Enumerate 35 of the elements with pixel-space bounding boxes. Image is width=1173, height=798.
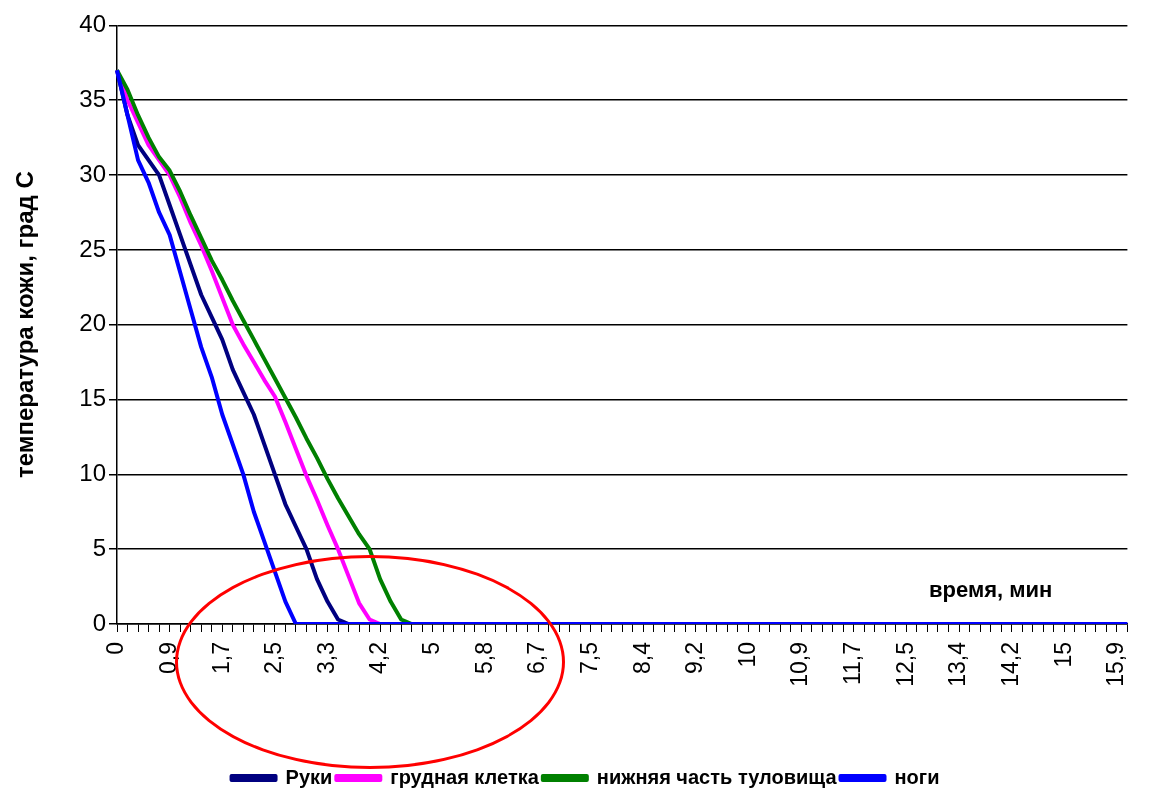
x-tick-label: 15 — [1049, 642, 1076, 668]
x-tick-label: 8,4 — [628, 641, 655, 674]
legend-label: Руки — [285, 765, 333, 788]
x-tick-label: 2,5 — [260, 642, 287, 674]
y-tick-label: 25 — [79, 234, 106, 262]
x-tick-label: 3,3 — [312, 642, 339, 674]
legend-label: грудная клетка — [390, 765, 540, 788]
x-tick-label: 5 — [418, 642, 445, 655]
x-tick-label: 0,9 — [154, 642, 181, 674]
x-tick-label: 14,2 — [996, 642, 1023, 687]
y-tick-label: 5 — [92, 533, 106, 561]
legend-label: ноги — [894, 765, 940, 788]
x-tick-label: 10,9 — [786, 642, 813, 687]
y-tick-label: 20 — [79, 309, 106, 337]
x-tick-label: 5,8 — [470, 642, 497, 674]
x-tick-label: 7,5 — [575, 642, 602, 674]
legend-label: нижняя часть туловища — [596, 765, 838, 788]
y-axis-title: температура кожи, град С — [11, 171, 39, 479]
y-tick-label: 10 — [79, 458, 106, 486]
x-tick-label: 6,7 — [523, 642, 550, 674]
x-tick-label: 11,7 — [839, 642, 866, 686]
y-tick-label: 15 — [79, 384, 106, 412]
y-tick-label: 0 — [92, 608, 106, 636]
x-tick-label: 9,2 — [681, 642, 708, 674]
y-tick-label: 30 — [79, 159, 106, 187]
x-tick-label: 1,7 — [207, 642, 234, 674]
x-tick-label: 10 — [733, 642, 760, 668]
x-tick-label: 13,4 — [944, 641, 971, 687]
x-tick-label: 4,2 — [365, 642, 392, 674]
x-axis-title: время, мин — [929, 577, 1053, 603]
y-tick-label: 40 — [79, 10, 106, 38]
x-tick-label: 0 — [102, 642, 129, 655]
y-tick-label: 35 — [79, 84, 106, 112]
x-tick-label: 15,9 — [1102, 642, 1129, 687]
x-tick-label: 12,5 — [891, 642, 918, 687]
